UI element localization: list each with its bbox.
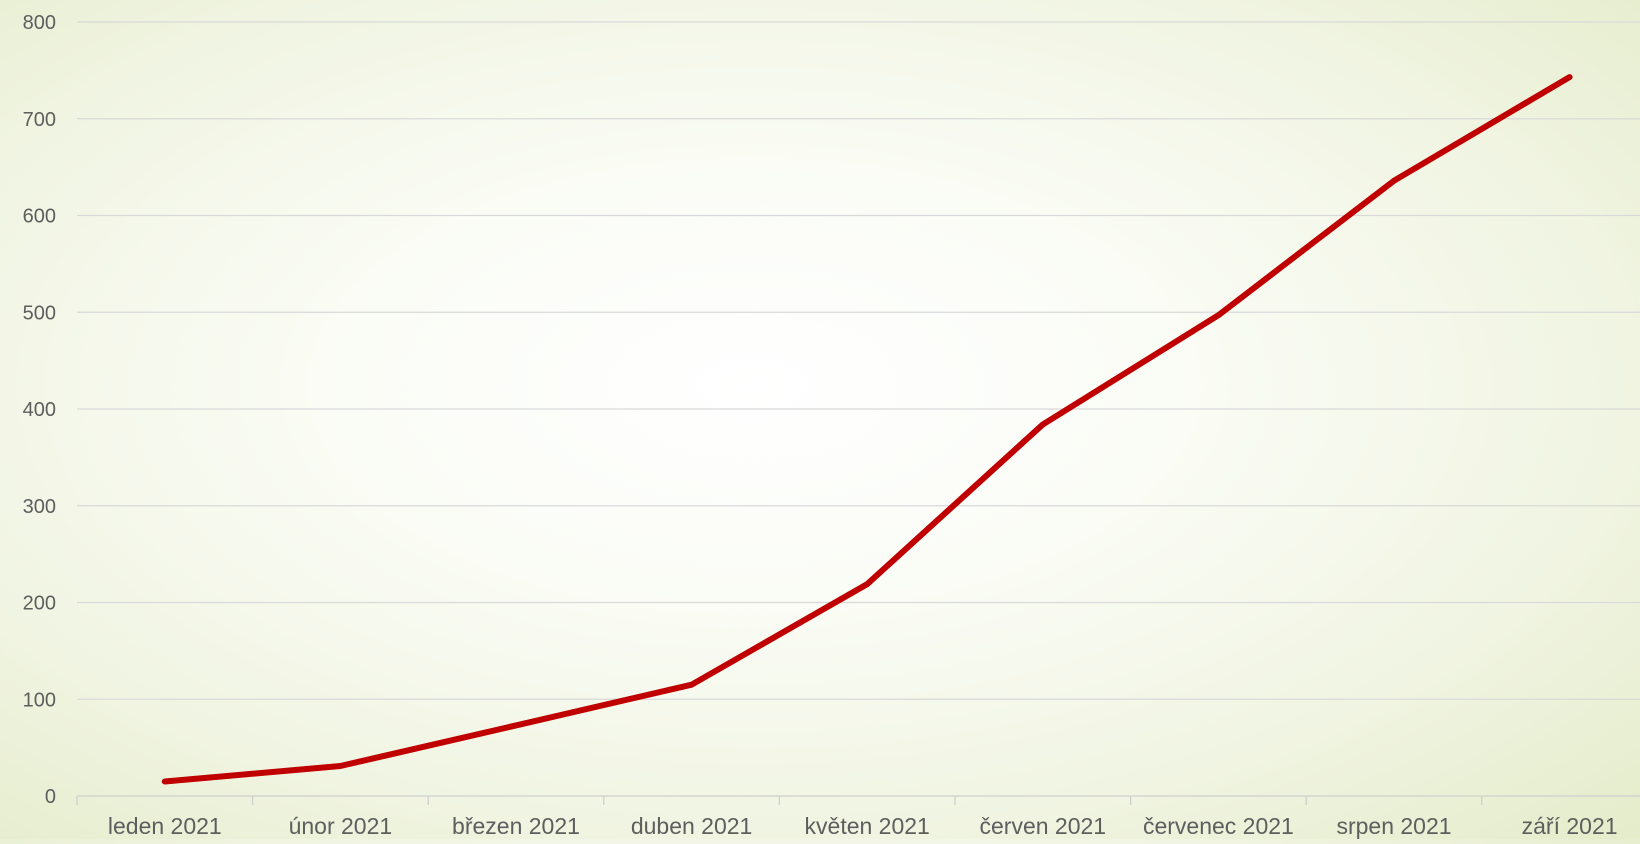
y-tick-label: 200 [23,593,56,615]
y-tick-label: 600 [23,206,56,228]
x-axis-tick-labels: leden 2021 únor 2021 březen 2021 duben 2021… [108,813,1618,839]
y-axis-tick-labels: 0 100 200 300 400 500 600 700 800 [23,12,56,808]
series-line [161,74,1573,785]
x-tick-label: září 2021 [1522,813,1618,839]
y-tick-label: 0 [45,786,56,808]
y-tick-label: 700 [23,109,56,131]
gridlines [77,21,1640,797]
y-tick-label: 500 [23,302,56,324]
x-tick-label: březen 2021 [452,813,580,839]
y-tick-label: 400 [23,399,56,421]
x-tick-label: červenec 2021 [1143,813,1294,839]
x-tick-label: leden 2021 [108,813,222,839]
x-tick-label: květen 2021 [805,813,930,839]
x-tick-label: srpen 2021 [1336,813,1451,839]
x-tick-label: únor 2021 [289,813,393,839]
y-tick-label: 100 [23,689,56,711]
x-tick-label: červen 2021 [980,813,1107,839]
y-tick-label: 300 [23,496,56,518]
x-tick-label: duben 2021 [631,813,753,839]
series-lines [161,74,1573,785]
y-tick-label: 800 [23,12,56,34]
x-axis [76,796,1483,805]
